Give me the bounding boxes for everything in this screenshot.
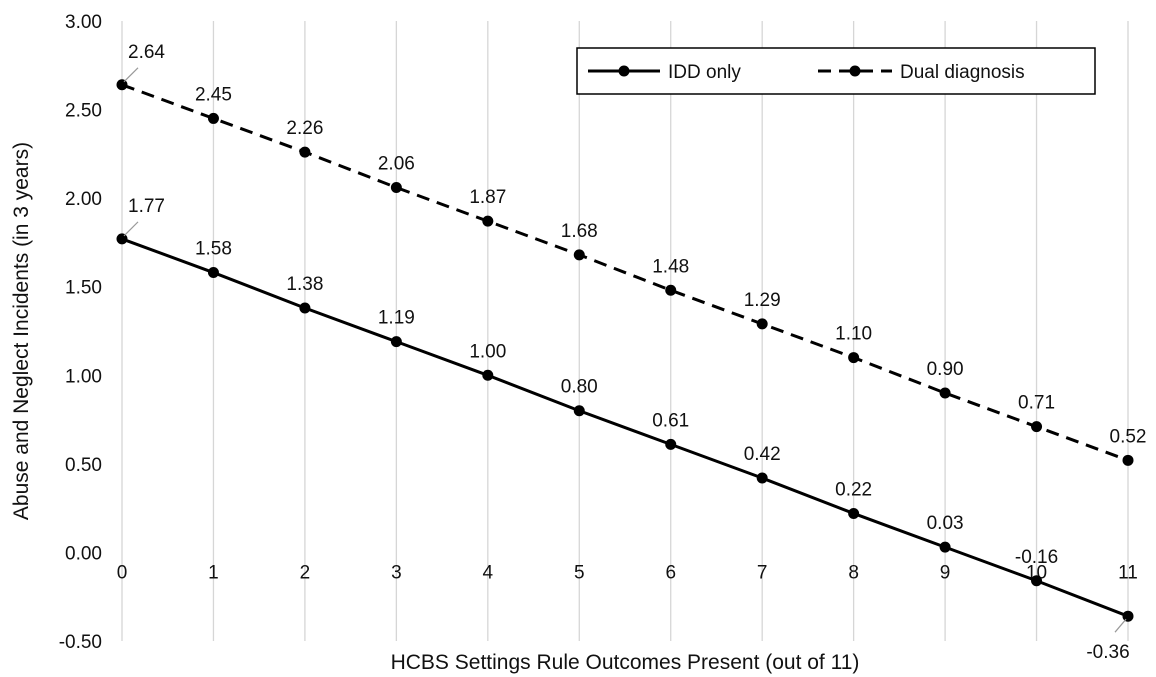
data-label-dual-diagnosis: 1.87 (469, 187, 506, 208)
data-point-idd-only (1122, 610, 1134, 622)
data-point-idd-only (390, 336, 402, 348)
x-axis-tick-labels: 0 1 2 3 4 5 6 7 8 9 10 11 (117, 562, 1138, 583)
data-label-dual-diagnosis: 1.68 (561, 221, 598, 242)
data-label-idd-only: 0.03 (927, 513, 964, 534)
data-label-idd-only: 1.19 (378, 308, 415, 329)
data-label-idd-only: 1.38 (286, 274, 323, 295)
data-point-idd-only (299, 302, 311, 314)
legend-box (576, 47, 1096, 95)
data-point-dual-diagnosis (756, 318, 768, 330)
data-point-dual-diagnosis (390, 182, 402, 194)
data-point-idd-only (207, 267, 219, 279)
y-tick-label: 0.50 (65, 455, 102, 476)
data-label-dual-diagnosis: 1.48 (652, 256, 689, 277)
data-label-idd-only: 0.61 (652, 410, 689, 431)
data-point-dual-diagnosis (939, 387, 951, 399)
x-tick-label: 3 (391, 562, 402, 583)
x-axis-title: HCBS Settings Rule Outcomes Present (out… (391, 651, 860, 674)
x-tick-label: 11 (1118, 562, 1138, 583)
x-tick-label: 0 (117, 562, 128, 583)
data-point-dual-diagnosis (1122, 454, 1134, 466)
data-label-idd-only: 0.22 (835, 479, 872, 500)
series-lines (116, 79, 1134, 622)
data-point-dual-diagnosis (299, 146, 311, 158)
data-point-idd-only (116, 233, 128, 245)
data-point-idd-only (848, 507, 860, 519)
legend-marker-idd-only (618, 65, 630, 77)
data-point-idd-only (756, 472, 768, 484)
series-line-idd-only (121, 237, 1129, 618)
y-axis-title: Abuse and Neglect Incidents (in 3 years) (10, 142, 33, 520)
data-point-idd-only (1031, 575, 1043, 587)
data-label-leader-idd-only (123, 221, 139, 237)
x-tick-label: 5 (574, 562, 585, 583)
data-label-idd-only: 1.58 (195, 239, 232, 260)
data-point-dual-diagnosis (848, 352, 860, 364)
x-tick-label: 7 (757, 562, 768, 583)
data-label-dual-diagnosis: 2.26 (286, 118, 323, 139)
data-point-dual-diagnosis (482, 215, 494, 227)
data-point-dual-diagnosis (573, 249, 585, 261)
legend-label-idd-only: IDD only (668, 62, 741, 83)
x-tick-label: 6 (665, 562, 676, 583)
data-point-dual-diagnosis (207, 112, 219, 124)
data-label-idd-only: 0.42 (744, 444, 781, 465)
y-axis-tick-labels: -0.50 0.00 0.50 1.00 1.50 2.00 2.50 3.00 (59, 12, 102, 653)
x-tick-label: 9 (940, 562, 951, 583)
y-tick-label: -0.50 (59, 632, 102, 653)
data-point-dual-diagnosis (1031, 421, 1043, 433)
data-label-leader-dual-diagnosis (123, 67, 139, 83)
x-tick-label: 4 (483, 562, 494, 583)
y-tick-label: 1.00 (65, 366, 102, 387)
grid-lines (121, 21, 1129, 641)
data-label-dual-diagnosis: 0.52 (1110, 426, 1147, 447)
y-tick-label: 3.00 (65, 12, 102, 33)
data-label-dual-diagnosis: 1.10 (835, 324, 872, 345)
data-label-dual-diagnosis: 0.71 (1018, 393, 1055, 414)
data-labels: 1.77 1.58 1.38 1.19 1.00 0.80 0.61 0.42 0.22 0.03… (123, 42, 1147, 663)
y-tick-label: 0.00 (65, 543, 102, 564)
data-label-idd-only: 0.80 (561, 377, 598, 398)
legend-label-dual-diagnosis: Dual diagnosis (900, 62, 1025, 83)
data-label-dual-diagnosis: 2.45 (195, 84, 232, 105)
data-label-idd-only: 1.77 (128, 196, 165, 217)
data-point-dual-diagnosis (665, 284, 677, 296)
x-tick-label: 2 (300, 562, 311, 583)
y-tick-label: 1.50 (65, 278, 102, 299)
y-tick-label: 2.50 (65, 101, 102, 122)
y-tick-label: 2.00 (65, 189, 102, 210)
data-label-dual-diagnosis: 2.06 (378, 154, 415, 175)
series-line-dual-diagnosis (121, 83, 1129, 462)
legend: IDD only Dual diagnosis (576, 47, 1096, 95)
x-tick-label: 8 (848, 562, 859, 583)
data-label-leader-idd-only (1114, 618, 1127, 633)
legend-marker-dual-diagnosis (849, 65, 861, 77)
data-label-idd-only: 1.00 (469, 341, 506, 362)
data-point-idd-only (573, 405, 585, 417)
data-point-idd-only (939, 541, 951, 553)
data-label-dual-diagnosis: 1.29 (744, 290, 781, 311)
data-label-dual-diagnosis: 2.64 (128, 42, 165, 63)
data-label-dual-diagnosis: 0.90 (927, 359, 964, 380)
x-tick-label: 1 (208, 562, 219, 583)
data-label-idd-only: -0.16 (1015, 547, 1058, 568)
data-point-dual-diagnosis (116, 79, 128, 91)
data-point-idd-only (665, 438, 677, 450)
data-label-idd-only: -0.36 (1086, 642, 1129, 663)
data-point-idd-only (482, 369, 494, 381)
